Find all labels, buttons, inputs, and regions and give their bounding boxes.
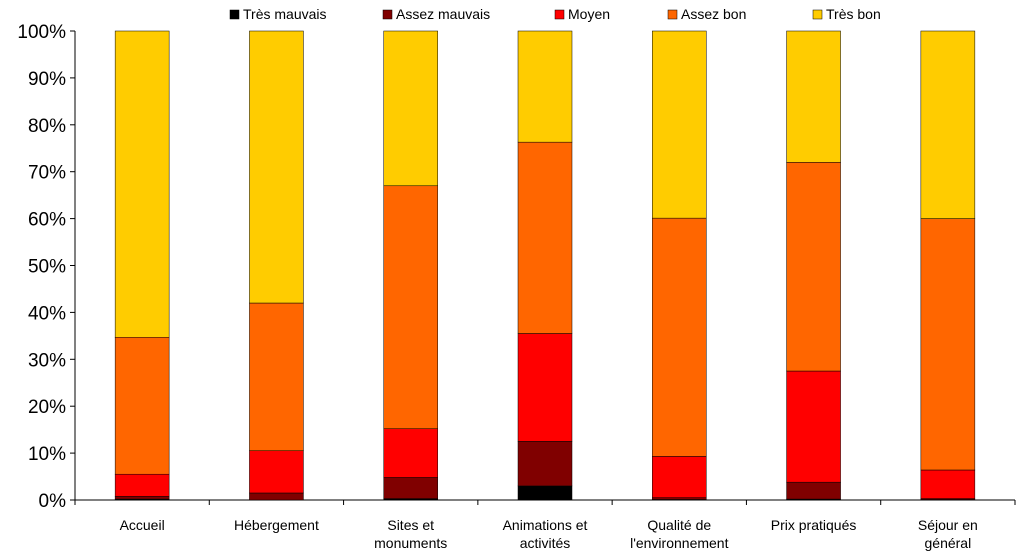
bar-segment-assez-bon: [517, 141, 573, 334]
bar-segment-assez-bon: [920, 218, 976, 471]
bar-segment-assez-mauvais: [786, 481, 841, 500]
bar-segment-tres-mauvais: [517, 485, 573, 501]
bar-segment-assez-bon: [652, 217, 707, 457]
y-tick-label: 80%: [28, 116, 66, 137]
y-tick-label: 40%: [28, 303, 66, 324]
bar-segment-moyen: [920, 469, 976, 499]
bar-segment-tres-bon: [383, 30, 438, 187]
x-tick-label-line: Hébergement: [234, 517, 319, 533]
x-tick-label-line: activités: [520, 535, 571, 551]
x-axis: Accueil Hébergement Sites et monuments Anima…: [74, 499, 1016, 551]
bar-segment-tres-bon: [249, 30, 304, 304]
bar-segment-tres-bon: [652, 30, 707, 219]
x-tick-label: Qualité de l'environnement: [630, 517, 729, 551]
legend-swatch: [812, 9, 823, 20]
bars: [114, 30, 976, 501]
legend-swatch: [554, 9, 565, 20]
x-tick-label-line: Animations et: [503, 517, 588, 533]
x-tick-label-line: Sites et: [387, 517, 434, 533]
y-tick-label: 20%: [28, 397, 66, 418]
bar-segment-assez-bon: [383, 185, 438, 429]
y-tick-label: 10%: [28, 444, 66, 465]
bar-segment-tres-bon: [517, 30, 573, 143]
legend-label: Assez mauvais: [396, 6, 490, 22]
legend-label: Très mauvais: [243, 6, 327, 22]
legend-swatch: [667, 9, 678, 20]
x-tick-label: Hébergement: [234, 517, 319, 533]
x-tick-label-line: monuments: [374, 535, 447, 551]
bar-segment-assez-bon: [114, 337, 170, 475]
bar-segment-tres-bon: [786, 30, 841, 163]
bar-segment-assez-mauvais: [652, 497, 707, 500]
bar-segment-assez-mauvais: [114, 495, 170, 500]
legend: Très mauvais Assez mauvais Moyen Assez bon T…: [229, 6, 881, 22]
bar-segment-tres-bon: [114, 30, 170, 338]
legend-label: Assez bon: [681, 6, 746, 22]
bar-segment-moyen: [517, 333, 573, 442]
x-tick-label: Prix pratiqués: [771, 517, 857, 533]
x-tick-label: Séjour en général: [918, 517, 978, 551]
y-tick-label: 60%: [28, 210, 66, 231]
y-tick-label: 0%: [39, 491, 67, 512]
bar-segment-assez-bon: [249, 302, 304, 452]
y-tick-label: 100%: [17, 22, 66, 43]
bar-segment-moyen: [249, 450, 304, 494]
legend-swatch: [229, 9, 240, 20]
y-tick-label: 90%: [28, 69, 66, 90]
y-tick-label: 30%: [28, 350, 66, 371]
bar-segment-moyen: [786, 370, 841, 483]
bar-segment-moyen: [652, 456, 707, 498]
x-tick-label: Sites et monuments: [374, 517, 447, 551]
bar-segment-assez-mauvais: [383, 477, 438, 499]
bar-segment-tres-bon: [920, 30, 976, 219]
bar-segment-assez-bon: [786, 162, 841, 372]
legend-label: Moyen: [568, 6, 610, 22]
bar-segment-moyen: [383, 428, 438, 478]
y-tick-label: 50%: [28, 257, 66, 278]
bar-segment-moyen: [114, 473, 170, 497]
bar-segment-assez-mauvais: [517, 441, 573, 487]
y-tick-label: 70%: [28, 163, 66, 184]
bar-segment-assez-mauvais: [249, 492, 304, 501]
x-tick-label-line: Qualité de: [647, 517, 711, 533]
x-tick-label-line: l'environnement: [630, 535, 729, 551]
x-tick-label-line: Prix pratiqués: [771, 517, 857, 533]
x-tick-label-line: Séjour en: [918, 517, 978, 533]
x-tick-label: Animations et activités: [503, 517, 588, 551]
x-tick-label-line: général: [925, 535, 972, 551]
legend-label: Très bon: [826, 6, 881, 22]
x-tick-label-line: Accueil: [120, 517, 165, 533]
x-tick-label: Accueil: [120, 517, 165, 533]
y-axis: 0% 10% 20% 30% 40% 50% 60% 70% 80% 90% 100%: [17, 22, 76, 512]
legend-swatch: [382, 9, 393, 20]
